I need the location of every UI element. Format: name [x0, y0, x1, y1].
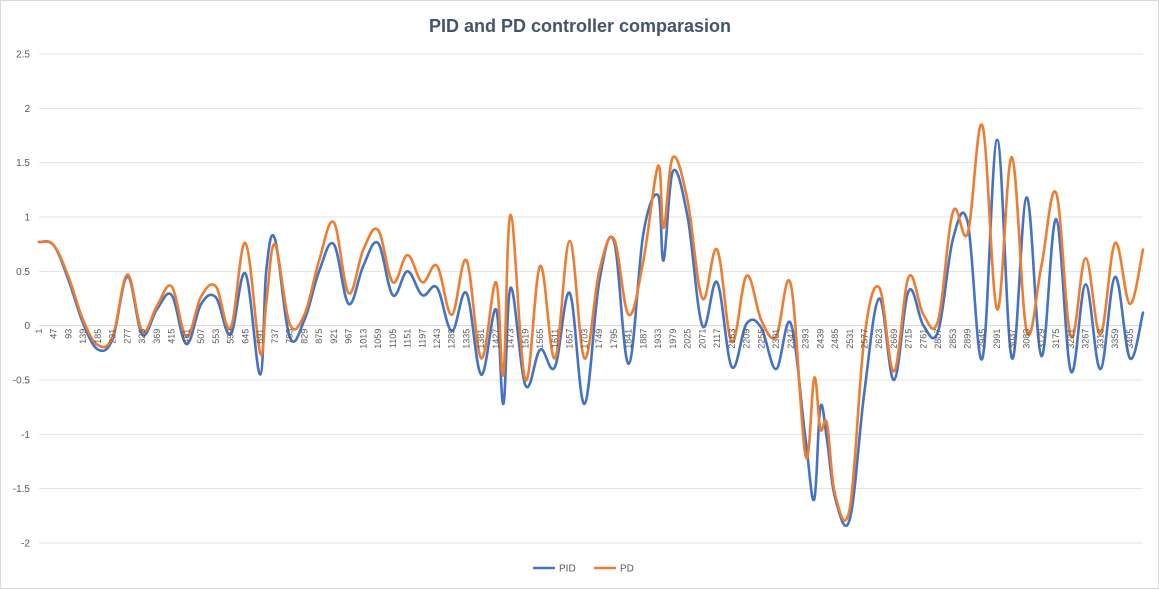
- x-tick-label: 369: [152, 329, 162, 344]
- x-tick-label: 2117: [712, 329, 722, 348]
- y-tick-label: 2: [24, 104, 30, 115]
- x-tick-label: 2025: [683, 329, 693, 349]
- x-tick-label: 2255: [756, 329, 766, 349]
- x-tick-label: 921: [329, 329, 339, 344]
- x-tick-label: 1887: [638, 329, 648, 349]
- x-tick-label: 1289: [447, 329, 457, 349]
- legend: PID PD: [533, 564, 634, 575]
- x-tick-label: 1979: [668, 329, 678, 349]
- x-tick-label: 2439: [815, 329, 825, 349]
- x-tick-label: 2715: [904, 329, 914, 349]
- x-tick-label: 2163: [727, 329, 737, 349]
- x-tick-label: 829: [299, 329, 309, 344]
- x-tick-label: 691: [255, 329, 265, 344]
- x-tick-label: 185: [93, 329, 103, 344]
- y-tick-label: -1.5: [13, 484, 31, 495]
- y-tick-label: 1: [24, 213, 30, 224]
- x-tick-label: 2853: [948, 329, 958, 349]
- y-tick-label: 0: [24, 321, 30, 332]
- x-tick-label: 1059: [373, 329, 383, 349]
- x-tick-label: 2669: [889, 329, 899, 349]
- x-tick-label: 139: [78, 329, 88, 344]
- x-tick-label: 645: [240, 329, 250, 344]
- x-tick-label: 93: [63, 329, 73, 339]
- x-tick-label: 2531: [845, 329, 855, 349]
- x-tick-label: 323: [137, 329, 147, 344]
- x-tick-label: 1335: [461, 329, 471, 349]
- x-tick-label: 3359: [1110, 329, 1120, 349]
- x-tick-label: 461: [181, 329, 191, 344]
- x-tick-label: 1197: [417, 329, 427, 348]
- y-tick-label: -0.5: [13, 376, 31, 387]
- y-tick-label: 1.5: [16, 158, 30, 169]
- x-tick-label: 1427: [491, 329, 501, 349]
- x-tick-label: 1519: [520, 329, 530, 349]
- x-axis-tick-labels: 1 47 93 139 185 231 277 323 369 415 461 507 553 599 64…: [34, 329, 1135, 349]
- y-tick-label: -1: [21, 430, 30, 441]
- series-line-pd: [37, 123, 1145, 522]
- x-tick-label: 3175: [1051, 329, 1061, 349]
- chart-title: PID and PD controller comparasion: [429, 16, 731, 36]
- x-tick-label: 1151: [403, 329, 413, 348]
- x-tick-label: 2071: [697, 329, 707, 349]
- x-tick-label: 553: [211, 329, 221, 344]
- x-tick-label: 1611: [550, 329, 560, 348]
- x-tick-label: 415: [167, 329, 177, 344]
- y-tick-label: 0.5: [16, 267, 30, 278]
- x-tick-label: 3313: [1095, 329, 1105, 349]
- legend-label-pd: PD: [620, 564, 634, 575]
- x-tick-label: 231: [108, 329, 118, 344]
- x-tick-label: 47: [49, 329, 59, 339]
- x-tick-label: 2623: [874, 329, 884, 349]
- x-tick-label: 3405: [1125, 329, 1135, 349]
- x-tick-label: 3083: [1022, 329, 1032, 349]
- x-tick-label: 2945: [977, 329, 987, 349]
- x-tick-label: 2899: [963, 329, 973, 349]
- x-tick-label: 2393: [801, 329, 811, 349]
- x-tick-label: 2347: [786, 329, 796, 349]
- x-tick-label: 507: [196, 329, 206, 344]
- x-tick-label: 2807: [933, 329, 943, 349]
- x-tick-label: 967: [344, 329, 354, 344]
- x-tick-label: 1565: [535, 329, 545, 349]
- x-tick-label: 1243: [432, 329, 442, 349]
- x-tick-label: 1: [34, 329, 44, 334]
- x-tick-label: 277: [122, 329, 132, 344]
- x-tick-label: 1013: [358, 329, 368, 349]
- x-tick-label: 2301: [771, 329, 781, 349]
- x-tick-label: 1795: [609, 329, 619, 349]
- x-tick-label: 737: [270, 329, 280, 344]
- x-tick-label: 3129: [1036, 329, 1046, 349]
- x-tick-label: 1105: [388, 329, 398, 348]
- legend-label-pid: PID: [559, 564, 576, 575]
- x-tick-label: 3221: [1066, 329, 1076, 349]
- x-tick-label: 875: [314, 329, 324, 344]
- y-axis-tick-labels: 2.5 2 1.5 1 0.5 0 -0.5 -1 -1.5 -2: [13, 50, 31, 550]
- x-tick-label: 3037: [1007, 329, 1017, 349]
- x-tick-label: 1473: [506, 329, 516, 349]
- x-tick-label: 1933: [653, 329, 663, 349]
- x-tick-label: 2991: [992, 329, 1002, 349]
- x-tick-label: 3267: [1081, 329, 1091, 349]
- series-lines: [37, 123, 1145, 528]
- x-tick-label: 1381: [476, 329, 486, 349]
- x-tick-label: 2577: [860, 329, 870, 349]
- x-tick-label: 599: [226, 329, 236, 344]
- x-tick-label: 2209: [742, 329, 752, 349]
- x-tick-label: 2485: [830, 329, 840, 349]
- x-tick-label: 1749: [594, 329, 604, 349]
- x-tick-label: 783: [285, 329, 295, 344]
- x-tick-label: 1841: [624, 329, 634, 349]
- x-tick-label: 2761: [918, 329, 928, 349]
- y-tick-label: 2.5: [16, 50, 30, 61]
- x-tick-label: 1657: [565, 329, 575, 349]
- y-tick-label: -2: [21, 539, 30, 550]
- series-line-pid: [37, 138, 1145, 528]
- x-tick-label: 1703: [579, 329, 589, 349]
